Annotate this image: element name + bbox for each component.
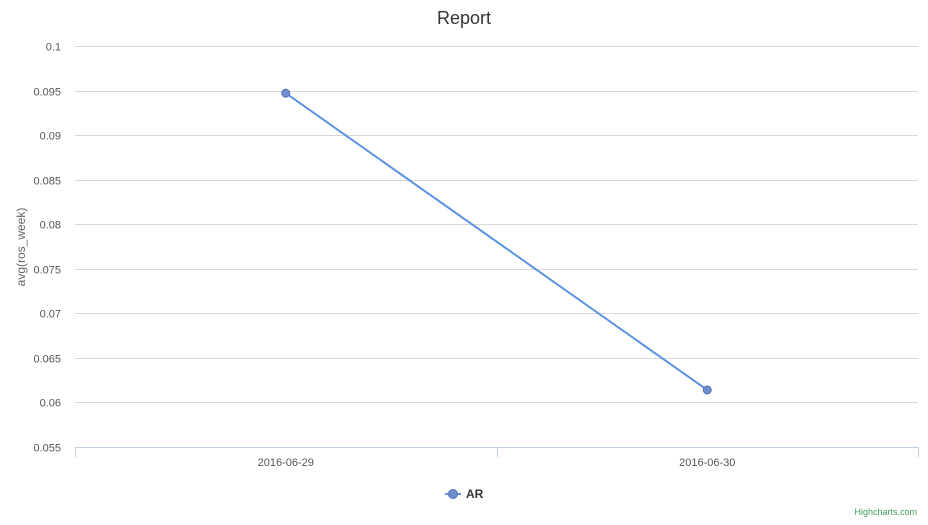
y-tick-label: 0.095 xyxy=(33,87,61,99)
y-tick-label: 0.06 xyxy=(40,398,61,410)
y-tick-label: 0.055 xyxy=(33,443,61,455)
grid-lines xyxy=(75,46,918,403)
y-tick-label: 0.07 xyxy=(40,309,61,321)
legend[interactable]: AR xyxy=(445,487,484,501)
data-point[interactable] xyxy=(702,385,712,395)
y-tick-label: 0.075 xyxy=(33,265,61,277)
legend-marker-icon xyxy=(448,489,458,499)
y-tick-labels: 0.1 0.095 0.09 0.085 0.08 0.075 0.07 0.065 0.06 0… xyxy=(33,42,61,455)
chart-title: Report xyxy=(437,8,491,28)
credits-link[interactable]: Highcharts.com xyxy=(854,507,917,517)
series-line-ar xyxy=(285,92,708,391)
y-tick-label: 0.08 xyxy=(40,220,61,232)
y-tick-label: 0.065 xyxy=(33,354,61,366)
y-tick-label: 0.09 xyxy=(40,131,61,143)
data-point[interactable] xyxy=(281,88,291,98)
series-layer xyxy=(281,88,712,395)
y-tick-label: 0.1 xyxy=(46,42,61,54)
legend-item-ar[interactable]: AR xyxy=(466,487,484,501)
y-tick-label: 0.085 xyxy=(33,176,61,188)
x-tick-label: 2016-06-30 xyxy=(679,457,735,469)
x-axis: 2016-06-29 2016-06-30 xyxy=(75,447,919,469)
x-tick-label: 2016-06-29 xyxy=(258,457,314,469)
y-axis-label: avg(ros_week) xyxy=(14,208,28,287)
